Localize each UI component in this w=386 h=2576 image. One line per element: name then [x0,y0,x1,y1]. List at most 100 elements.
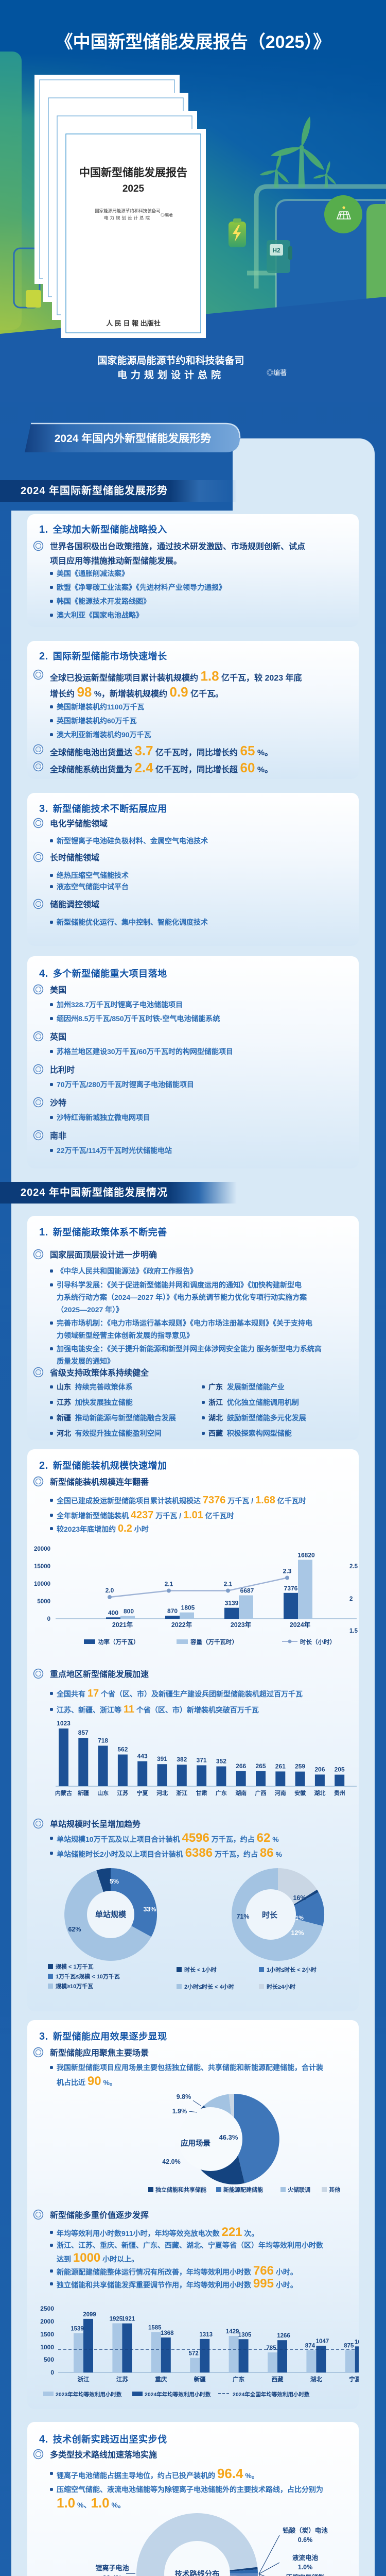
svg-text:1万千瓦≤规模 < 10万千瓦: 1万千瓦≤规模 < 10万千瓦 [56,1973,120,1980]
svg-text:重庆: 重庆 [155,2376,167,2383]
svg-text:电力规划设计总院: 电力规划设计总院 [117,369,224,381]
svg-text:广东: 广东 [216,1789,227,1797]
svg-text:◎编著: ◎编著 [161,212,173,217]
svg-text:贵州: 贵州 [334,1789,345,1797]
svg-text:甘肃: 甘肃 [196,1789,207,1797]
svg-text:内蒙古: 内蒙古 [55,1789,72,1797]
svg-text:其他: 其他 [329,2186,340,2193]
svg-text:1500: 1500 [40,2331,54,2338]
svg-text:0: 0 [47,1616,50,1622]
svg-text:205: 205 [335,1766,345,1773]
svg-text:功率（万千瓦）: 功率（万千瓦） [98,1638,139,1646]
svg-text:时长（小时）: 时长（小时） [300,1638,336,1646]
svg-text:12%: 12% [291,1929,304,1937]
svg-text:718: 718 [98,1737,108,1744]
svg-text:7376: 7376 [284,1585,298,1592]
svg-text:2000: 2000 [40,2318,54,2325]
svg-text:259: 259 [295,1763,305,1770]
svg-text:874: 874 [305,2343,315,2349]
svg-text:液流电池: 液流电池 [292,2554,319,2562]
svg-text:《中国新型储能发展报告（2025）》: 《中国新型储能发展报告（2025）》 [56,32,331,52]
svg-text:1585: 1585 [148,2325,162,2331]
svg-text:2.1: 2.1 [224,1581,233,1588]
svg-text:800: 800 [124,1608,134,1615]
svg-text:应用场景: 应用场景 [181,2139,210,2148]
svg-text:2500: 2500 [40,2305,54,2312]
svg-text:新能源配建储能: 新能源配建储能 [223,2186,263,2193]
svg-text:1921: 1921 [122,2316,135,2323]
svg-text:2023年: 2023年 [231,1621,252,1629]
svg-text:H2: H2 [272,247,280,254]
svg-text:2小时≤时长 < 4小时: 2小时≤时长 < 4小时 [184,1983,234,1990]
svg-text:2.1: 2.1 [165,1581,173,1588]
svg-text:◎编著: ◎编著 [267,369,287,377]
svg-text:2024年年均等效利用小时数: 2024年年均等效利用小时数 [145,2391,211,2398]
svg-text:870: 870 [167,1607,178,1615]
svg-text:2021年: 2021年 [112,1621,133,1629]
svg-text:规模 < 1万千瓦: 规模 < 1万千瓦 [56,1963,94,1970]
svg-text:265: 265 [255,1762,266,1770]
svg-text:0: 0 [50,2369,54,2376]
svg-text:562: 562 [117,1746,128,1753]
svg-text:浙江: 浙江 [78,2376,90,2383]
svg-text:2.5: 2.5 [349,1564,358,1570]
svg-text:206: 206 [314,1766,325,1773]
svg-text:2024年全国年均等效利用小时数: 2024年全国年均等效利用小时数 [233,2391,310,2398]
svg-text:352: 352 [216,1758,226,1765]
svg-text:2023年年均等效利用小时数: 2023年年均等效利用小时数 [56,2391,122,2398]
svg-text:湖北: 湖北 [310,2376,322,2383]
svg-text:湖北: 湖北 [314,1789,325,1797]
svg-text:安徽: 安徽 [294,1789,306,1797]
svg-text:2022年: 2022年 [171,1621,192,1629]
svg-text:1925: 1925 [110,2316,123,2323]
svg-text:新疆: 新疆 [78,1789,89,1797]
svg-text:266: 266 [236,1762,246,1770]
svg-text:2.0: 2.0 [106,1587,114,1594]
svg-text:857: 857 [78,1729,89,1736]
svg-text:71%: 71% [236,1913,249,1920]
svg-text:46.3%: 46.3% [219,2133,238,2141]
svg-text:33%: 33% [143,1906,156,1913]
svg-text:新疆: 新疆 [194,2376,206,2383]
svg-text:1429: 1429 [226,2329,239,2335]
svg-text:42.0%: 42.0% [162,2158,180,2165]
svg-text:500: 500 [44,2356,54,2363]
svg-text:1313: 1313 [199,2332,213,2338]
svg-text:宁夏: 宁夏 [349,2376,359,2383]
svg-text:2024年: 2024年 [290,1621,311,1629]
svg-text:规模≥10万千瓦: 规模≥10万千瓦 [56,1982,93,1990]
svg-text:9.8%: 9.8% [177,2093,191,2100]
svg-text:1266: 1266 [277,2333,290,2339]
svg-text:1805: 1805 [181,1604,195,1612]
svg-text:15000: 15000 [34,1564,50,1570]
svg-text:浙江: 浙江 [176,1789,187,1797]
svg-text:湖南: 湖南 [235,1789,247,1797]
svg-text:16820: 16820 [297,1552,315,1559]
svg-text:20000: 20000 [34,1546,50,1552]
svg-text:261: 261 [275,1762,286,1770]
svg-text:875: 875 [344,2343,354,2349]
svg-text:1小时≤时长 < 2小时: 1小时≤时长 < 2小时 [267,1966,317,1973]
svg-text:5%: 5% [110,1878,119,1885]
svg-text:5000: 5000 [37,1599,50,1605]
svg-text:河南: 河南 [275,1789,286,1797]
svg-text:2: 2 [349,1596,353,1602]
svg-text:山东: 山东 [97,1789,109,1797]
svg-text:443: 443 [137,1753,148,1760]
svg-text:广西: 广西 [255,1789,267,1797]
svg-text:时长: 时长 [262,1910,278,1920]
svg-text:河北: 河北 [156,1789,168,1797]
svg-text:391: 391 [157,1755,167,1762]
svg-text:785: 785 [266,2345,276,2351]
svg-text:2024 年国内外新型储能发展形势: 2024 年国内外新型储能发展形势 [55,432,212,445]
svg-text:2025: 2025 [122,183,145,194]
svg-text:铅酸（炭）电池: 铅酸（炭）电池 [282,2527,328,2534]
svg-text:2.3: 2.3 [283,1568,292,1575]
svg-text:西藏: 西藏 [272,2376,284,2383]
svg-text:1022: 1022 [355,2339,359,2345]
svg-text:单站规模: 单站规模 [95,1910,127,1919]
svg-text:容量（万千瓦时）: 容量（万千瓦时） [190,1638,238,1646]
svg-text:400: 400 [108,1609,118,1616]
svg-text:中国新型储能发展报告: 中国新型储能发展报告 [79,166,187,179]
svg-text:江苏: 江苏 [116,2376,128,2383]
